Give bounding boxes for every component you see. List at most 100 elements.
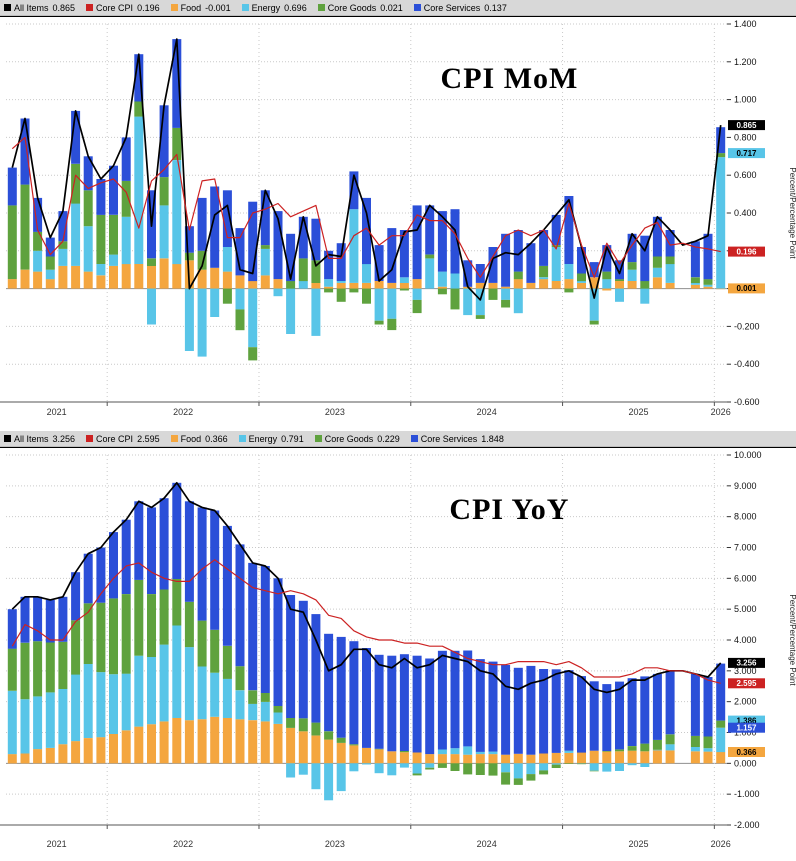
legend-item-all-items[interactable]: All Items 0.865 xyxy=(4,3,75,13)
svg-text:0.865: 0.865 xyxy=(736,121,757,130)
food-swatch xyxy=(170,435,178,442)
legend-item-core-services[interactable]: Core Services 1.848 xyxy=(410,433,504,444)
legend-value: 3.256 xyxy=(52,433,76,444)
legend-item-food[interactable]: Food 0.366 xyxy=(170,433,228,444)
y-axis: 1.4001.2001.0000.8000.6000.4000.2000.000… xyxy=(727,19,760,407)
legend-label: All Items xyxy=(14,433,49,444)
line-core-cpi xyxy=(11,136,721,278)
svg-text:2.000: 2.000 xyxy=(734,697,757,707)
svg-text:2022: 2022 xyxy=(173,407,193,417)
svg-text:2026: 2026 xyxy=(711,407,731,417)
svg-text:0.366: 0.366 xyxy=(736,748,757,757)
core-goods-swatch xyxy=(314,435,322,442)
svg-text:9.000: 9.000 xyxy=(734,481,757,491)
core-goods-swatch xyxy=(317,4,325,11)
food-swatch xyxy=(170,4,178,11)
svg-text:0.717: 0.717 xyxy=(736,149,757,158)
legend-value: 0.791 xyxy=(281,433,304,444)
core-services-swatch xyxy=(413,4,421,11)
legend-label: Core Services xyxy=(423,2,481,13)
legend-value: 0.137 xyxy=(484,2,507,13)
all-items-swatch xyxy=(4,435,11,442)
legend-value: 0.021 xyxy=(380,2,403,13)
cpi-yoy-panel: All Items 3.256 Core CPI 2.595 Food 0.366 Ener… xyxy=(0,431,796,861)
edge-value-tags: 0.865 0.717 0.196 0.001 xyxy=(728,120,765,294)
legend-label: Core CPI xyxy=(96,2,134,13)
legend-item-all-items[interactable]: All Items 3.256 xyxy=(4,434,75,444)
line-core-cpi xyxy=(11,559,721,684)
legend-label: Core CPI xyxy=(96,433,134,444)
svg-text:10.000: 10.000 xyxy=(734,450,762,460)
energy-swatch xyxy=(241,4,249,11)
legend-value: 2.595 xyxy=(137,433,160,444)
legend-item-energy[interactable]: Energy 0.696 xyxy=(241,2,307,13)
svg-text:2024: 2024 xyxy=(477,407,497,417)
legend-value: -0.001 xyxy=(205,2,231,13)
legend-item-food[interactable]: Food -0.001 xyxy=(170,2,231,13)
cpi-yoy-plot-area: 10.000 9.000 8.000 7.000 6.000 5.000 4.000 3.00… xyxy=(0,447,796,861)
legend-item-core-services[interactable]: Core Services 0.137 xyxy=(413,2,507,13)
svg-text:8.000: 8.000 xyxy=(734,512,757,522)
legend-label: Food xyxy=(180,433,202,444)
energy-swatch xyxy=(238,435,246,442)
core-services-swatch xyxy=(410,435,418,442)
legend-label: Food xyxy=(180,2,202,13)
legend-label: Core Goods xyxy=(324,433,374,444)
svg-text:1.400: 1.400 xyxy=(734,19,757,29)
line-all-items xyxy=(11,481,722,694)
legend-yoy: All Items 3.256 Core CPI 2.595 Food 0.366 Ener… xyxy=(0,431,796,447)
legend-item-core-goods[interactable]: Core Goods 0.229 xyxy=(314,433,400,444)
y-axis-title: Percent/Percentage Point xyxy=(788,167,796,259)
svg-text:3.000: 3.000 xyxy=(734,666,757,676)
svg-text:0.196: 0.196 xyxy=(736,247,757,256)
legend-value: 0.229 xyxy=(377,433,400,444)
legend-label: Energy xyxy=(248,433,278,444)
y-axis: 10.000 9.000 8.000 7.000 6.000 5.000 4.000 3.00… xyxy=(727,450,762,830)
svg-text:4.000: 4.000 xyxy=(734,635,757,645)
legend-item-core-cpi[interactable]: Core CPI 0.196 xyxy=(86,3,160,13)
legend-item-core-cpi[interactable]: Core CPI 2.595 xyxy=(86,434,160,444)
svg-text:-2.000: -2.000 xyxy=(734,820,760,830)
svg-text:3.256: 3.256 xyxy=(736,659,757,668)
cpi-mom-plot-area: 1.4001.2001.0000.8000.6000.4000.2000.000… xyxy=(0,16,796,431)
legend-item-energy[interactable]: Energy 0.791 xyxy=(238,433,304,444)
legend-item-core-goods[interactable]: Core Goods 0.021 xyxy=(317,2,403,13)
svg-text:1.157: 1.157 xyxy=(736,724,757,733)
legend-value: 1.848 xyxy=(481,433,504,444)
svg-text:-0.600: -0.600 xyxy=(734,397,760,407)
core-cpi-swatch xyxy=(86,435,94,442)
legend-label: Core Services xyxy=(420,433,478,444)
cpi-mom-panel: All Items 0.865 Core CPI 0.196 Food -0.001 Ene… xyxy=(0,0,796,431)
svg-text:7.000: 7.000 xyxy=(734,543,757,553)
svg-text:1.000: 1.000 xyxy=(734,95,757,105)
svg-text:0.000: 0.000 xyxy=(734,758,757,768)
legend-value: 0.196 xyxy=(137,2,160,13)
svg-text:1.200: 1.200 xyxy=(734,57,757,67)
svg-text:-1.000: -1.000 xyxy=(734,789,760,799)
svg-text:2022: 2022 xyxy=(173,839,193,849)
line-all-items xyxy=(11,38,722,301)
legend-label: Core Goods xyxy=(327,2,377,13)
core-cpi-swatch xyxy=(86,4,94,11)
svg-text:2026: 2026 xyxy=(711,839,731,849)
svg-text:2025: 2025 xyxy=(628,839,648,849)
legend-label: Energy xyxy=(251,2,281,13)
legend-mom: All Items 0.865 Core CPI 0.196 Food -0.001 Ene… xyxy=(0,0,796,16)
svg-text:2021: 2021 xyxy=(47,839,67,849)
svg-text:0.001: 0.001 xyxy=(736,284,757,293)
legend-value: 0.366 xyxy=(205,433,228,444)
svg-text:2023: 2023 xyxy=(325,407,345,417)
x-axis: 2021 2022 2023 2024 2025 2026 xyxy=(0,401,731,417)
svg-text:-0.200: -0.200 xyxy=(734,321,760,331)
svg-text:2025: 2025 xyxy=(628,407,648,417)
stacked-bars xyxy=(7,39,726,361)
svg-text:-0.400: -0.400 xyxy=(734,359,760,369)
svg-text:1.386: 1.386 xyxy=(736,716,757,725)
svg-text:0.800: 0.800 xyxy=(734,132,757,142)
stacked-bars xyxy=(7,482,726,801)
svg-text:2021: 2021 xyxy=(47,407,67,417)
legend-value: 0.696 xyxy=(284,2,307,13)
cpi-mom-chart[interactable]: 1.4001.2001.0000.8000.6000.4000.2000.000… xyxy=(0,16,796,431)
cpi-yoy-chart[interactable]: 10.000 9.000 8.000 7.000 6.000 5.000 4.000 3.00… xyxy=(0,447,796,861)
y-axis-title: Percent/Percentage Point xyxy=(788,594,796,686)
